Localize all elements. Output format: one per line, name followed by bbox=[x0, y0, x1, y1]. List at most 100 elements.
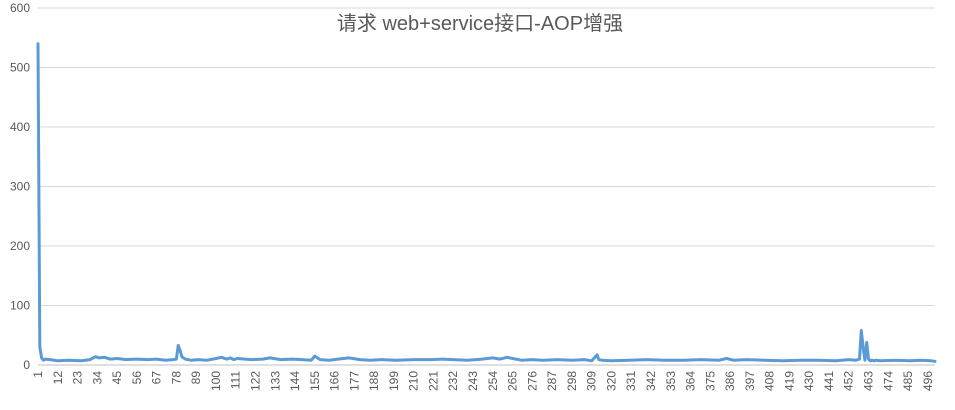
data-point bbox=[171, 358, 174, 361]
data-point bbox=[279, 358, 282, 361]
y-tick-label: 400 bbox=[10, 120, 30, 134]
data-point bbox=[596, 353, 599, 356]
x-tick-label: 298 bbox=[565, 371, 579, 391]
x-tick-label: 166 bbox=[328, 371, 342, 391]
data-point bbox=[177, 344, 180, 347]
data-point bbox=[520, 359, 523, 362]
data-point bbox=[862, 346, 865, 349]
data-point bbox=[310, 359, 313, 362]
data-point bbox=[858, 358, 861, 361]
data-point bbox=[682, 359, 685, 362]
x-tick-label: 23 bbox=[71, 371, 85, 385]
data-point bbox=[135, 358, 138, 361]
data-point bbox=[880, 359, 883, 362]
data-point bbox=[250, 358, 253, 361]
y-tick-label: 300 bbox=[10, 180, 30, 194]
data-point bbox=[38, 346, 41, 349]
data-point bbox=[646, 358, 649, 361]
data-point bbox=[781, 359, 784, 362]
x-tick-label: 265 bbox=[506, 371, 520, 391]
data-point bbox=[319, 358, 322, 361]
x-tick-label: 309 bbox=[585, 371, 599, 391]
x-tick-label: 1 bbox=[31, 371, 45, 378]
data-point bbox=[261, 358, 264, 361]
x-tick-label: 353 bbox=[664, 371, 678, 391]
data-point bbox=[125, 358, 128, 361]
data-point bbox=[610, 359, 613, 362]
data-point bbox=[498, 358, 501, 361]
data-point bbox=[369, 359, 372, 362]
data-point bbox=[225, 358, 228, 361]
data-point bbox=[347, 356, 350, 359]
data-point bbox=[817, 359, 820, 362]
grid-lines bbox=[38, 7, 935, 306]
data-point bbox=[412, 358, 415, 361]
x-tick-label: 342 bbox=[644, 371, 658, 391]
x-tick-label: 210 bbox=[407, 371, 421, 391]
data-point bbox=[871, 359, 874, 362]
data-point bbox=[664, 359, 667, 362]
data-point bbox=[863, 359, 866, 362]
x-tick-label: 287 bbox=[545, 371, 559, 391]
data-point bbox=[466, 359, 469, 362]
x-tick-label: 122 bbox=[249, 371, 263, 391]
x-tick-label: 320 bbox=[604, 371, 618, 391]
data-point bbox=[511, 357, 514, 360]
data-point bbox=[180, 355, 183, 358]
data-point bbox=[570, 359, 573, 362]
series-layer bbox=[36, 42, 937, 363]
x-tick-label: 133 bbox=[268, 371, 282, 391]
y-tick-label: 500 bbox=[10, 61, 30, 75]
x-tick-label: 452 bbox=[842, 371, 856, 391]
data-point bbox=[394, 359, 397, 362]
data-point bbox=[205, 359, 208, 362]
data-point bbox=[452, 358, 455, 361]
x-tick-label: 254 bbox=[486, 371, 500, 391]
data-point bbox=[116, 357, 119, 360]
x-tick-label: 155 bbox=[308, 371, 322, 391]
data-point bbox=[229, 356, 232, 359]
data-point bbox=[556, 358, 559, 361]
data-point bbox=[835, 359, 838, 362]
data-point bbox=[894, 359, 897, 362]
y-tick-label: 600 bbox=[10, 1, 30, 15]
x-tick-label: 144 bbox=[288, 371, 302, 391]
x-tick-label: 386 bbox=[723, 371, 737, 391]
data-point bbox=[155, 358, 158, 361]
data-point bbox=[358, 358, 361, 361]
x-tick-label: 100 bbox=[209, 371, 223, 391]
data-point bbox=[328, 359, 331, 362]
data-point bbox=[290, 358, 293, 361]
data-point bbox=[232, 358, 235, 361]
data-point bbox=[220, 356, 223, 359]
data-point bbox=[301, 358, 304, 361]
data-point bbox=[745, 358, 748, 361]
x-tick-label: 496 bbox=[921, 371, 935, 391]
data-point bbox=[491, 356, 494, 359]
data-point bbox=[919, 359, 922, 362]
data-point bbox=[531, 358, 534, 361]
data-point bbox=[934, 360, 936, 363]
data-point bbox=[80, 359, 83, 362]
x-tick-label: 364 bbox=[684, 371, 698, 391]
data-point bbox=[869, 359, 872, 362]
data-point bbox=[49, 358, 52, 361]
data-point bbox=[108, 358, 111, 361]
data-point bbox=[42, 359, 45, 362]
x-tick-label: 111 bbox=[229, 371, 243, 390]
data-point bbox=[40, 356, 43, 359]
x-tick-label: 430 bbox=[802, 371, 816, 391]
data-point bbox=[67, 359, 70, 362]
x-tick-label: 375 bbox=[703, 371, 717, 391]
y-tick-label: 200 bbox=[10, 239, 30, 253]
data-point bbox=[164, 359, 167, 362]
data-point bbox=[441, 358, 444, 361]
data-point bbox=[908, 359, 911, 362]
data-point bbox=[718, 359, 721, 362]
data-point bbox=[184, 358, 187, 361]
x-tick-label: 34 bbox=[90, 371, 104, 385]
data-point bbox=[89, 358, 92, 361]
data-point bbox=[860, 329, 863, 332]
data-point bbox=[268, 356, 271, 359]
data-point bbox=[763, 359, 766, 362]
